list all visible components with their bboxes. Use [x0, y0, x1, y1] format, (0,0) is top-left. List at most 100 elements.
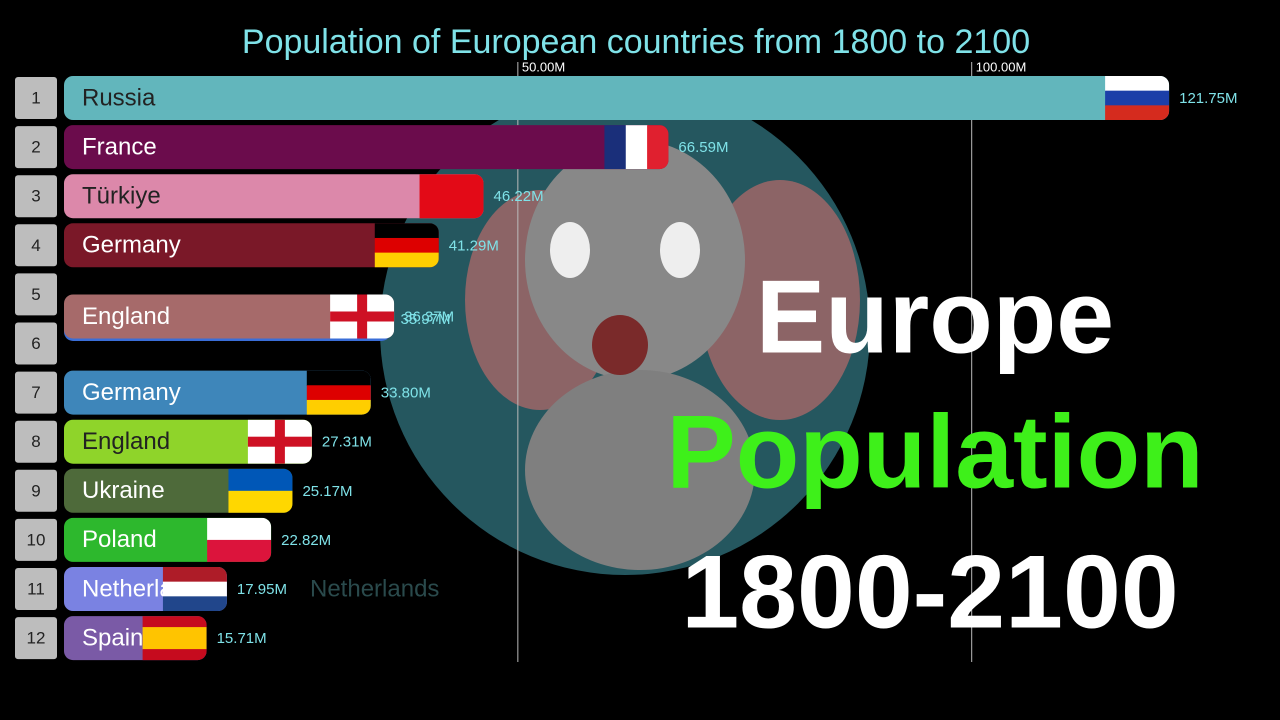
rank-label: 3	[31, 187, 40, 206]
flag-stripe	[1105, 105, 1170, 120]
flag	[142, 616, 207, 661]
bar	[64, 76, 1170, 120]
mascot-head	[525, 140, 745, 380]
rank-box	[15, 77, 57, 119]
mascot-body	[525, 370, 755, 570]
flag-stripe	[647, 125, 669, 170]
flag	[330, 294, 395, 339]
value-label: 121.75M	[1179, 90, 1237, 107]
rank-box	[15, 273, 57, 316]
bar-label: Spain	[82, 624, 143, 651]
flag-stripe	[142, 616, 207, 628]
overlay-title: 1800-2100	[681, 534, 1178, 650]
value-label: 17.95M	[237, 581, 287, 598]
value-label: 35.97M	[400, 311, 450, 328]
bar-label: Russia	[82, 84, 156, 111]
rank-box	[15, 568, 57, 610]
mascot-eye	[550, 222, 590, 278]
flag-stripe	[162, 567, 227, 583]
x-tick-label: 50.00M	[522, 59, 565, 74]
flag	[247, 419, 312, 464]
flag-stripe	[306, 385, 371, 401]
mascot-eye	[660, 222, 700, 278]
flag-stripe	[142, 649, 207, 661]
value-label: 15.71M	[217, 630, 267, 647]
rank-box	[15, 420, 57, 463]
mascot	[380, 85, 870, 575]
flag-stripe	[142, 627, 207, 639]
value-label: 33.80M	[381, 385, 431, 402]
rank-box	[15, 175, 57, 218]
flag-stripe	[162, 596, 227, 611]
rank-box	[15, 322, 57, 365]
rank-box	[15, 469, 57, 512]
bar-group: France 66.59M	[64, 125, 728, 170]
rank-label: 8	[31, 432, 40, 451]
flag-stripe	[625, 125, 648, 170]
bar-group: Netherlands 17.95M	[64, 567, 287, 611]
bar	[64, 223, 439, 268]
bar-group: Germany 41.29M	[64, 223, 499, 268]
flag	[306, 370, 371, 415]
flag-stripe	[419, 174, 484, 219]
flag-stripe	[1105, 90, 1170, 106]
value-label: 22.82M	[281, 532, 331, 549]
rank-box	[15, 126, 57, 169]
flag-stripe	[247, 436, 312, 447]
chart-title: Population of European countries from 18…	[242, 23, 1030, 61]
bar-group: Spain 15.71M	[64, 616, 267, 661]
flag-stripe	[374, 252, 439, 268]
flag-stripe	[162, 581, 227, 597]
flag-stripe	[374, 223, 439, 239]
rank-box	[15, 371, 57, 414]
bar-label: Germany	[82, 232, 181, 259]
flag-stripe	[306, 370, 371, 386]
rank-label: 2	[31, 138, 40, 157]
value-label: 27.31M	[322, 434, 372, 451]
flag	[604, 125, 669, 170]
bar-label: England	[82, 303, 170, 330]
flag-stripe	[207, 539, 272, 562]
flag	[162, 567, 227, 611]
flag-stripe	[1105, 76, 1170, 92]
bar-group: England 36.37M	[64, 294, 454, 339]
rank-label: 4	[31, 236, 40, 255]
bar-group: Russia 121.75M	[64, 76, 1237, 120]
flag-stripe	[228, 490, 293, 513]
bar-group: England 27.31M	[64, 419, 372, 464]
bar-group: Ukraine 25.17M	[64, 468, 353, 513]
ghost-label: Netherlands	[310, 575, 439, 602]
overlay-title: Europe	[756, 259, 1114, 375]
bar-group: Türkiye 46.22M	[64, 174, 544, 219]
plot: 50.00M 100.00M12345678910111235.97MRussia…	[15, 59, 1237, 662]
bar-group: Germany 33.80M	[64, 370, 431, 415]
bar-label: Germany	[82, 379, 181, 406]
flag	[374, 223, 439, 268]
bar	[64, 294, 395, 339]
flag-stripe	[142, 638, 207, 650]
bar-label: France	[82, 133, 157, 160]
rank-label: 11	[27, 579, 45, 598]
flag-stripe	[207, 517, 272, 541]
flag	[228, 468, 293, 513]
rank-box	[15, 224, 57, 267]
flag-stripe	[228, 468, 293, 492]
rank-box	[15, 518, 57, 561]
rank-label: 10	[27, 530, 46, 549]
bar-label: Türkiye	[82, 183, 161, 210]
flag-stripe	[306, 399, 371, 415]
value-label: 25.17M	[302, 483, 352, 500]
value-label: 36.37M	[404, 308, 454, 325]
rank-label: 5	[31, 285, 40, 304]
overlay-title: Population	[666, 394, 1203, 510]
bar-label: Ukraine	[82, 477, 165, 504]
rank-label: 6	[31, 334, 40, 353]
rank-label: 7	[31, 383, 40, 402]
rank-label: 1	[31, 88, 40, 107]
flag	[1105, 76, 1170, 120]
value-label: 46.22M	[494, 188, 544, 205]
rank-label: 12	[27, 629, 46, 648]
bar	[64, 174, 484, 219]
x-tick-label: 100.00M	[976, 59, 1027, 74]
